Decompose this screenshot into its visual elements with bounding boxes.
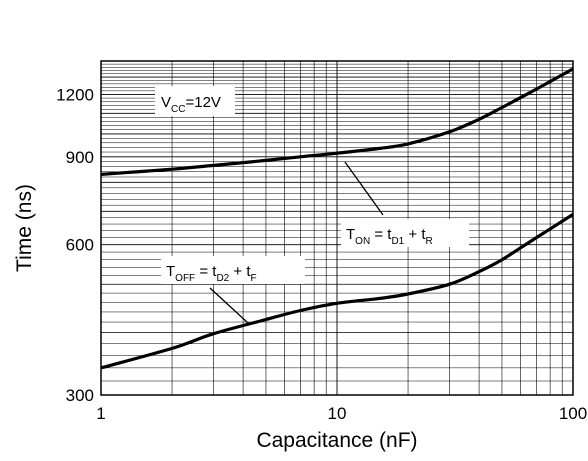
ton-label-box	[341, 219, 469, 247]
toff-label-box	[161, 256, 305, 284]
plot-frame	[100, 60, 574, 396]
ton-label: TON = tD1 + tR	[346, 226, 433, 247]
series-line-ton	[100, 67, 574, 176]
ton-leader-line	[344, 161, 384, 216]
y-tick-label: 900	[66, 148, 94, 167]
vcc-label: VCC=12V	[161, 94, 221, 115]
x-tick-label: 1	[96, 404, 105, 423]
series-line-toff	[100, 213, 574, 370]
y-axis-label: Time (ns)	[13, 184, 36, 272]
tick-labels: 1 10 100 300 600 900 1200	[56, 85, 587, 423]
curves	[100, 67, 574, 370]
x-tick-label: 10	[328, 404, 347, 423]
toff-leader-line	[209, 287, 249, 324]
y-tick-label: 1200	[56, 85, 94, 104]
y-tick-label: 300	[66, 386, 94, 405]
x-axis-label: Capacitance (nF)	[256, 429, 417, 452]
toff-label: TOFF = tD2 + tF	[166, 263, 257, 284]
x-tick-label: 100	[559, 404, 587, 423]
vcc-label-box	[155, 86, 235, 116]
y-tick-label: 600	[66, 236, 94, 255]
